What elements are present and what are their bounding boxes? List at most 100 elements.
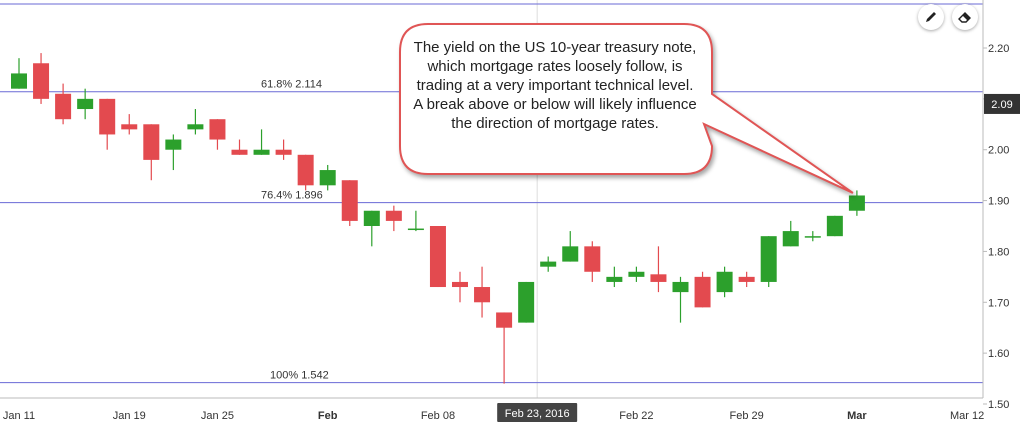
candle-body	[518, 281, 535, 323]
candle-body	[99, 98, 116, 135]
crosshair-date-label: Feb 23, 2016	[505, 408, 570, 420]
candle	[496, 312, 513, 384]
candle	[606, 266, 623, 288]
candle	[55, 83, 72, 125]
candle-body	[165, 139, 182, 150]
candle-body	[187, 124, 204, 130]
candle-body	[584, 246, 601, 272]
candle	[209, 119, 226, 150]
candle-body	[760, 236, 777, 282]
candle-body	[429, 225, 446, 288]
candle-body	[297, 154, 314, 186]
candle-body	[33, 63, 50, 99]
crosshair-badge-bg	[497, 403, 578, 422]
crosshair-date-badge: Feb 23, 2016	[497, 403, 578, 422]
x-tick-label: Jan 11	[3, 410, 35, 422]
x-tick-label: Jan 25	[201, 410, 234, 422]
candle-body	[143, 124, 160, 160]
candle-body	[407, 228, 424, 231]
candle-body	[496, 312, 513, 328]
callout-bubble	[399, 23, 854, 194]
x-tick-label: Mar	[847, 410, 867, 422]
candle	[650, 246, 667, 293]
candle	[672, 276, 689, 323]
candle	[187, 109, 204, 135]
candle-body	[275, 149, 292, 155]
y-tick-label: 1.70	[988, 297, 1009, 309]
candle	[562, 231, 579, 262]
candle	[165, 134, 182, 171]
candle	[738, 271, 755, 288]
candle	[121, 114, 138, 135]
candle	[826, 215, 843, 237]
pencil-icon	[926, 12, 936, 22]
x-tick-label: Feb 29	[730, 410, 764, 422]
candle-body	[341, 180, 358, 221]
candles	[11, 53, 865, 384]
candle-body	[804, 236, 821, 238]
candle-body	[253, 149, 270, 155]
candle	[253, 129, 270, 155]
fib-label: 100% 1.542	[270, 370, 329, 382]
candle-body	[77, 98, 94, 110]
y-tick-label: 2.00	[988, 145, 1009, 157]
y-tick-label: 1.80	[988, 246, 1009, 258]
y-tick-label: 1.90	[988, 196, 1009, 208]
candle-body	[231, 149, 248, 155]
current-value-badge: 2.09	[984, 93, 1020, 114]
candle	[99, 98, 116, 150]
eraser-button[interactable]	[952, 4, 978, 30]
candle	[407, 210, 424, 232]
candle-body	[738, 276, 755, 282]
candle	[231, 139, 248, 155]
candle-body	[606, 276, 623, 282]
current-value-bg	[984, 93, 1020, 114]
callout-shape	[399, 23, 854, 194]
candle	[275, 139, 292, 160]
x-tick-label: Feb 08	[421, 410, 455, 422]
current-value-label: 2.09	[991, 99, 1012, 111]
candle	[474, 266, 491, 318]
x-tick-label: Feb 22	[619, 410, 653, 422]
candle	[297, 154, 314, 191]
candle-body	[11, 73, 27, 89]
candle	[429, 225, 446, 288]
y-tick-label: 1.60	[988, 348, 1009, 360]
candle	[319, 164, 336, 191]
candle	[518, 281, 535, 323]
candle	[694, 271, 711, 308]
candle-body	[452, 281, 468, 288]
candle	[452, 271, 468, 303]
candle-body	[540, 261, 557, 267]
fib-label: 76.4% 1.896	[261, 190, 323, 202]
candle-body	[826, 215, 843, 237]
candle-body	[848, 195, 865, 211]
y-tick-label: 2.20	[988, 43, 1009, 55]
candle-body	[385, 210, 402, 221]
candle	[848, 190, 865, 216]
candle-body	[672, 281, 689, 293]
candle-body	[319, 170, 336, 186]
candle-body	[650, 274, 667, 282]
candle	[33, 53, 50, 104]
candle-body	[474, 287, 491, 303]
candle	[716, 266, 733, 298]
pencil-button[interactable]	[918, 4, 944, 30]
callout-text: The yield on the US 10-year treasury not…	[413, 39, 697, 132]
candle	[584, 241, 601, 282]
candle	[628, 266, 645, 282]
candle	[385, 205, 402, 232]
candle-body	[121, 124, 138, 130]
candle	[363, 210, 380, 247]
fib-label: 61.8% 2.114	[261, 79, 322, 91]
candle	[341, 180, 358, 226]
candle	[760, 236, 777, 288]
candle-body	[55, 93, 72, 120]
candle	[11, 58, 27, 89]
candle-body	[562, 246, 579, 262]
eraser-icon	[958, 12, 971, 23]
candle	[782, 220, 799, 247]
candle	[77, 88, 94, 120]
